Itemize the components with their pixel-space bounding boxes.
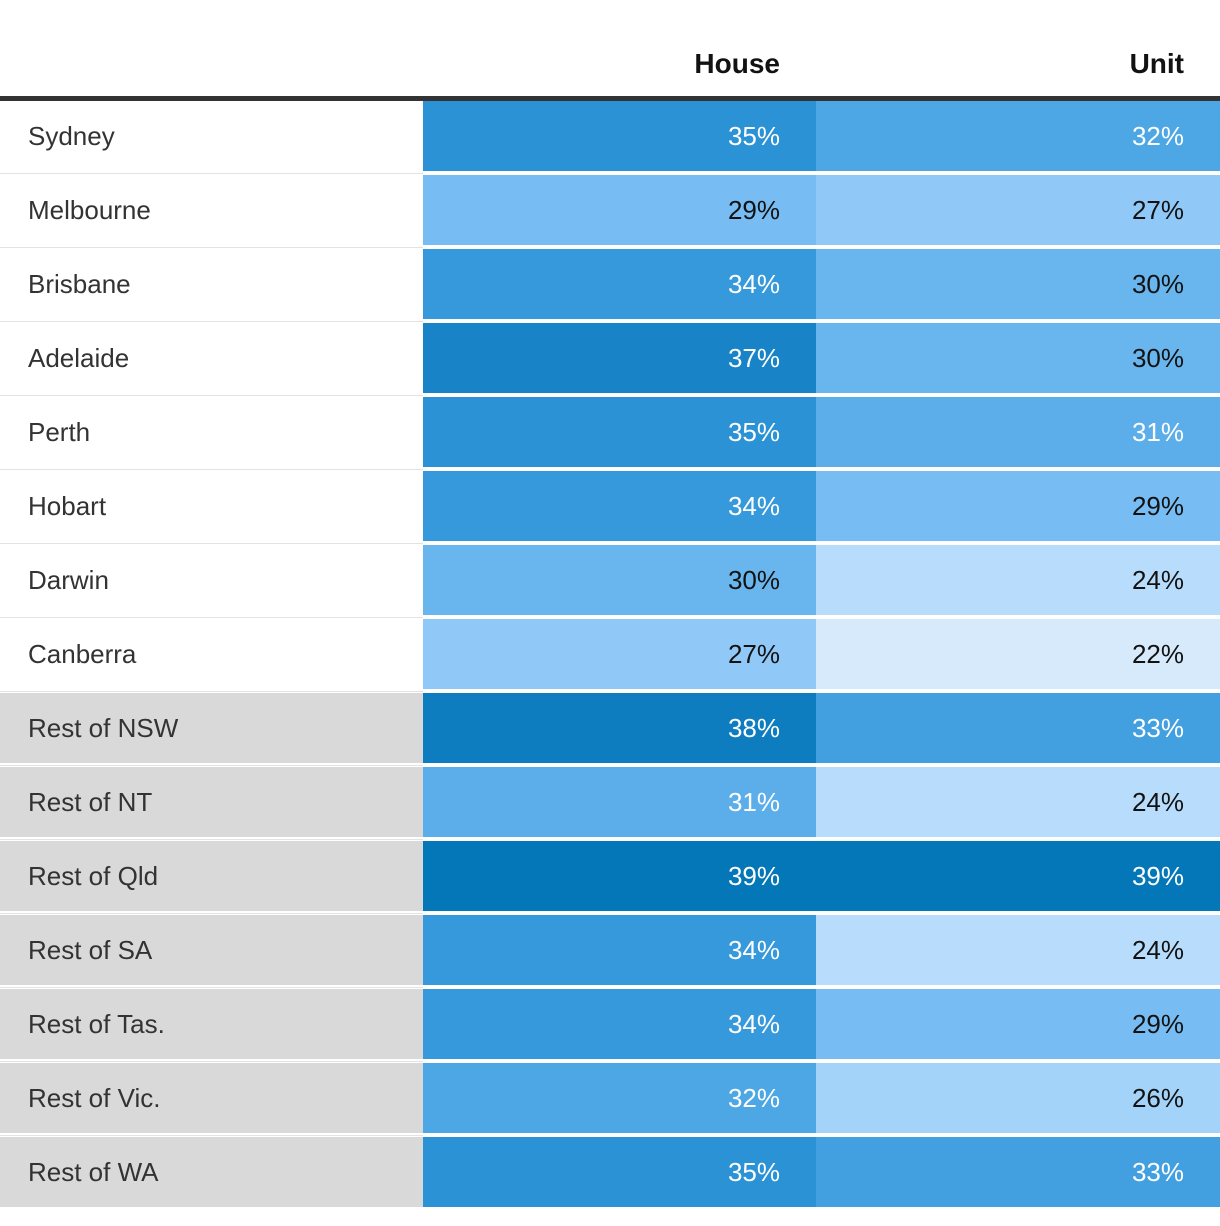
table-row: Perth 35% 31%: [0, 397, 1220, 470]
table-row: Rest of Qld 39% 39%: [0, 841, 1220, 914]
house-value-cell: 34%: [423, 989, 816, 1059]
row-label: Sydney: [0, 101, 423, 171]
table-row: Adelaide 37% 30%: [0, 323, 1220, 396]
unit-value-cell: 33%: [816, 693, 1220, 763]
house-value-cell: 34%: [423, 915, 816, 985]
house-value-cell: 31%: [423, 767, 816, 837]
house-value-cell: 35%: [423, 397, 816, 467]
unit-value-cell: 32%: [816, 101, 1220, 171]
table-row: Rest of NT 31% 24%: [0, 767, 1220, 840]
row-label: Rest of NSW: [0, 693, 423, 763]
row-label: Rest of Vic.: [0, 1063, 423, 1133]
table-row: Rest of SA 34% 24%: [0, 915, 1220, 988]
house-value-cell: 34%: [423, 471, 816, 541]
column-header-house: House: [694, 48, 780, 79]
table-header: House Unit: [0, 0, 1220, 96]
unit-value-cell: 24%: [816, 915, 1220, 985]
house-value-cell: 34%: [423, 249, 816, 319]
table-row: Rest of Tas. 34% 29%: [0, 989, 1220, 1062]
house-value-cell: 32%: [423, 1063, 816, 1133]
unit-value-cell: 24%: [816, 767, 1220, 837]
table-body: Sydney 35% 32% Melbourne 29% 27% Brisbane 34% 30…: [0, 101, 1220, 1207]
house-value-cell: 30%: [423, 545, 816, 615]
table-row: Hobart 34% 29%: [0, 471, 1220, 544]
unit-value-cell: 26%: [816, 1063, 1220, 1133]
row-label: Adelaide: [0, 323, 423, 393]
unit-value-cell: 29%: [816, 989, 1220, 1059]
house-value-cell: 35%: [423, 101, 816, 171]
table-row: Canberra 27% 22%: [0, 619, 1220, 692]
row-label: Rest of SA: [0, 915, 423, 985]
house-value-cell: 39%: [423, 841, 816, 911]
row-label: Canberra: [0, 619, 423, 689]
row-label: Rest of Tas.: [0, 989, 423, 1059]
unit-value-cell: 31%: [816, 397, 1220, 467]
table-row: Rest of WA 35% 33%: [0, 1137, 1220, 1207]
unit-value-cell: 30%: [816, 249, 1220, 319]
unit-value-cell: 39%: [816, 841, 1220, 911]
header-divider: [0, 96, 1220, 101]
unit-value-cell: 30%: [816, 323, 1220, 393]
house-value-cell: 37%: [423, 323, 816, 393]
house-value-cell: 27%: [423, 619, 816, 689]
unit-value-cell: 29%: [816, 471, 1220, 541]
unit-value-cell: 24%: [816, 545, 1220, 615]
house-value-cell: 38%: [423, 693, 816, 763]
row-label: Rest of Qld: [0, 841, 423, 911]
row-label: Brisbane: [0, 249, 423, 319]
row-label: Rest of NT: [0, 767, 423, 837]
table-row: Brisbane 34% 30%: [0, 249, 1220, 322]
row-label: Rest of WA: [0, 1137, 423, 1207]
row-label: Perth: [0, 397, 423, 467]
table-row: Rest of Vic. 32% 26%: [0, 1063, 1220, 1136]
row-label: Melbourne: [0, 175, 423, 245]
unit-value-cell: 33%: [816, 1137, 1220, 1207]
house-value-cell: 29%: [423, 175, 816, 245]
row-label: Darwin: [0, 545, 423, 615]
unit-value-cell: 22%: [816, 619, 1220, 689]
table-row: Darwin 30% 24%: [0, 545, 1220, 618]
table-row: Rest of NSW 38% 33%: [0, 693, 1220, 766]
table-row: Sydney 35% 32%: [0, 101, 1220, 174]
house-value-cell: 35%: [423, 1137, 816, 1207]
table-row: Melbourne 29% 27%: [0, 175, 1220, 248]
column-header-unit: Unit: [1129, 48, 1184, 79]
unit-value-cell: 27%: [816, 175, 1220, 245]
row-label: Hobart: [0, 471, 423, 541]
